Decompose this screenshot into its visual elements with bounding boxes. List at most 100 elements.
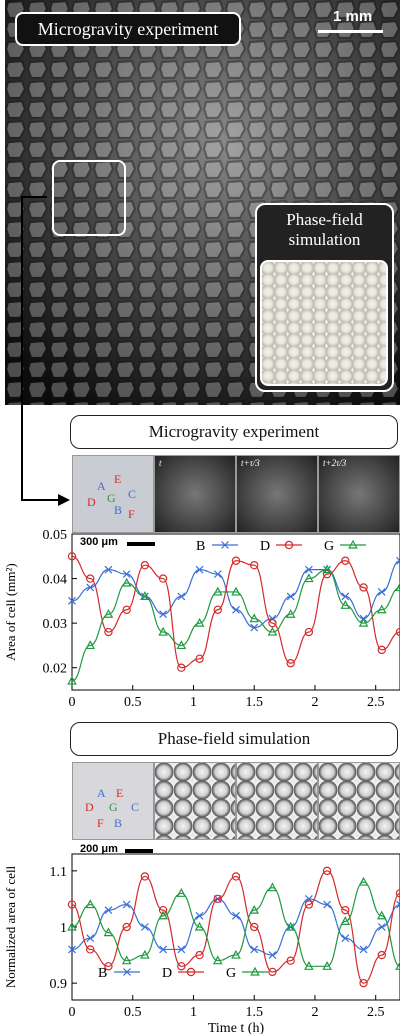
frame-label-1: t bbox=[159, 458, 162, 468]
experiment-frame-3: t+2τ/3 bbox=[318, 455, 400, 533]
point-g-11 bbox=[267, 882, 278, 892]
micrograph-cells bbox=[5, 0, 400, 405]
simulation-inset: Phase-field simulation bbox=[255, 203, 394, 392]
sim-cell-label-a: A bbox=[97, 786, 106, 800]
experiment-frame-2: t+τ/3 bbox=[236, 455, 318, 533]
point-g-5 bbox=[158, 626, 168, 636]
point-d-12 bbox=[286, 659, 295, 668]
point-d-12 bbox=[286, 956, 295, 965]
legend-label-d: D bbox=[260, 539, 270, 554]
point-g-3 bbox=[121, 955, 132, 965]
point-d-17 bbox=[377, 645, 386, 655]
y-tick-label-2: 1.1 bbox=[50, 865, 68, 880]
point-d-14 bbox=[322, 569, 332, 579]
fit-line-b bbox=[71, 560, 400, 629]
simulation-frame-1 bbox=[154, 762, 236, 840]
labeled-cells: A B C D E F G bbox=[87, 472, 136, 521]
point-d-4 bbox=[140, 561, 150, 570]
y-tick-label-0: 0.9 bbox=[50, 977, 68, 992]
point-d-15 bbox=[341, 905, 350, 915]
experiment-scale-label: 300 μm bbox=[80, 536, 118, 548]
point-d-2 bbox=[104, 962, 113, 971]
point-b-11 bbox=[268, 951, 277, 960]
point-g-0 bbox=[67, 921, 77, 931]
point-g-13 bbox=[304, 573, 314, 583]
inset-simulation-image bbox=[260, 260, 388, 386]
point-b-18 bbox=[396, 900, 400, 909]
x-tick-label-0: 0 bbox=[69, 695, 76, 710]
x-tick-label-5: 2.5 bbox=[367, 1005, 385, 1020]
point-g-17 bbox=[376, 910, 387, 920]
point-d-9 bbox=[231, 872, 241, 881]
point-g-16 bbox=[358, 876, 369, 886]
point-b-5 bbox=[159, 610, 168, 619]
sim-cell-label-b: B bbox=[114, 816, 122, 830]
point-d-1 bbox=[86, 945, 95, 954]
fit-line-g bbox=[71, 569, 400, 682]
point-d-5 bbox=[158, 905, 168, 915]
point-d-8 bbox=[213, 894, 222, 904]
point-g-7 bbox=[194, 617, 205, 627]
point-g-7 bbox=[194, 921, 205, 931]
point-b-13 bbox=[304, 565, 313, 574]
point-g-4 bbox=[140, 591, 150, 601]
point-d-7 bbox=[195, 950, 204, 960]
point-g-12 bbox=[285, 608, 296, 618]
point-b-0 bbox=[68, 596, 76, 605]
point-b-2 bbox=[104, 565, 113, 574]
point-d-7 bbox=[195, 654, 204, 664]
experiment-frames: A B C D E F G t t+τ/3 t+2τ/3 bbox=[72, 455, 400, 533]
x-tick-label-2: 1 bbox=[190, 695, 197, 710]
legend-label-b: B bbox=[98, 966, 107, 981]
fit-line-b bbox=[71, 898, 400, 956]
point-g-9 bbox=[231, 586, 241, 596]
experiment-labeled-frame: A B C D E F G bbox=[72, 455, 154, 533]
legend-label-g: G bbox=[324, 539, 334, 554]
y-tick-label-3: 0.05 bbox=[43, 530, 68, 543]
point-g-6 bbox=[176, 640, 187, 650]
point-g-legend bbox=[348, 539, 358, 549]
point-g-5 bbox=[158, 910, 168, 920]
x-tick-label-4: 2 bbox=[311, 1005, 318, 1020]
y-axis-label: Area of cell (mm²) bbox=[3, 563, 18, 660]
point-b-7 bbox=[195, 911, 204, 920]
legend-label-g: G bbox=[226, 966, 236, 981]
inset-label-line1: Phase-field bbox=[286, 210, 363, 229]
point-b-17 bbox=[377, 923, 386, 931]
x-tick-label-2: 1 bbox=[190, 1005, 197, 1020]
point-b-10 bbox=[250, 623, 259, 632]
point-b-16 bbox=[359, 945, 368, 954]
point-g-2 bbox=[103, 927, 114, 937]
point-g-10 bbox=[249, 613, 260, 623]
y-tick-label-2: 0.04 bbox=[43, 573, 68, 588]
plot-frame bbox=[71, 533, 400, 691]
point-b-0 bbox=[68, 945, 76, 954]
scale-bar bbox=[318, 30, 383, 33]
simulation-scale-label: 200 μm bbox=[80, 843, 118, 855]
simulation-section-title: Phase-field simulation bbox=[70, 722, 398, 756]
point-d-16 bbox=[359, 583, 368, 592]
point-d-0 bbox=[67, 552, 77, 561]
point-d-8 bbox=[213, 605, 222, 614]
point-g-15 bbox=[340, 916, 351, 925]
point-b-15 bbox=[341, 592, 350, 601]
point-g-14 bbox=[322, 961, 332, 970]
point-g-1 bbox=[85, 899, 96, 909]
point-d-6 bbox=[177, 663, 186, 672]
point-g-15 bbox=[340, 600, 351, 609]
point-d-legend bbox=[284, 540, 294, 550]
sim-cell-label-g: G bbox=[109, 800, 118, 814]
point-g-9 bbox=[231, 949, 241, 959]
point-b-15 bbox=[341, 934, 350, 943]
point-g-0 bbox=[67, 675, 77, 685]
x-tick-label-3: 1.5 bbox=[245, 1005, 263, 1020]
point-b-9 bbox=[232, 605, 240, 614]
sim-cell-label-c: C bbox=[131, 800, 139, 814]
experiment-section-title: Microgravity experiment bbox=[70, 415, 398, 449]
point-g-17 bbox=[376, 604, 387, 614]
point-d-3 bbox=[122, 922, 131, 932]
point-b-4 bbox=[140, 923, 149, 931]
point-g-4 bbox=[140, 949, 150, 959]
y-axis-label: Normalized area of cell bbox=[3, 865, 18, 988]
point-g-12 bbox=[285, 921, 296, 931]
